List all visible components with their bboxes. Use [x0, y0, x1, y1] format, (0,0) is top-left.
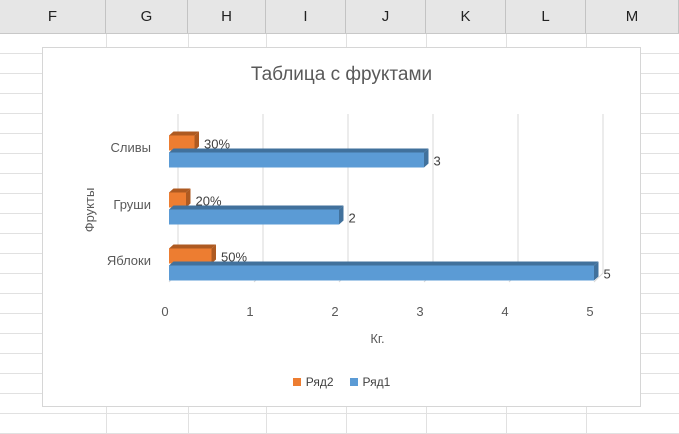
data-label[interactable]: 3	[434, 154, 441, 169]
data-label[interactable]: 20%	[196, 194, 222, 209]
column-header-K[interactable]: K	[426, 0, 506, 33]
data-label[interactable]: 2	[349, 211, 356, 226]
column-header-F[interactable]: F	[0, 0, 106, 33]
bar-series1[interactable]	[169, 148, 429, 168]
bar-series1-top	[169, 205, 344, 210]
y-axis-title[interactable]: Фрукты	[82, 188, 97, 233]
bar-series2-front	[169, 248, 212, 264]
x-tick-label: 2	[331, 304, 338, 319]
bar-series2-top	[169, 188, 191, 193]
bar-series2-side	[211, 244, 216, 264]
bar-series1-front	[169, 152, 424, 168]
bar-series2-side	[186, 188, 191, 208]
chart-title[interactable]: Таблица с фруктами	[250, 64, 433, 85]
bar-series1-front	[169, 209, 339, 225]
legend-label: Ряд2	[305, 375, 334, 389]
y-tick-label: Груши	[113, 197, 151, 212]
y-tick-label: Сливы	[111, 140, 152, 155]
bar-series1-side	[594, 261, 599, 281]
y-tick-label: Яблоки	[107, 253, 151, 268]
bar-series2[interactable]	[169, 131, 199, 151]
bar-series1-side	[424, 148, 429, 168]
bar-series1[interactable]	[169, 205, 344, 225]
x-tick-label: 5	[586, 304, 593, 319]
x-tick-label: 0	[161, 304, 168, 319]
bar-series2-front	[169, 192, 186, 208]
bar-series1-top	[169, 148, 429, 153]
legend-label: Ряд1	[362, 375, 391, 389]
plot-area[interactable]: 0 1 2 3 4 5 Кг. Фрукты Яблоки 50% 5 Груши 20% 2 Сливы 3…	[43, 48, 640, 406]
bar-series1[interactable]	[169, 261, 599, 281]
data-label[interactable]: 5	[604, 267, 611, 282]
legend-swatch	[349, 377, 358, 386]
chart-area[interactable]: Таблица с фруктами 0 1 2 3 4 5 Кг. Фрукты Яблоки…	[42, 47, 641, 407]
chart-legend[interactable]: Ряд2 Ряд1	[43, 375, 640, 389]
bar-series1-front	[169, 265, 594, 281]
legend-swatch	[292, 377, 301, 386]
column-header-M[interactable]: M	[586, 0, 679, 33]
bar-series2[interactable]	[169, 188, 191, 208]
bar-series2-side	[194, 131, 199, 151]
bar-series2-top	[169, 244, 216, 249]
column-header-H[interactable]: H	[188, 0, 266, 33]
bar-series1-top	[169, 261, 599, 266]
x-tick-label: 4	[501, 304, 508, 319]
bar-series2[interactable]	[169, 244, 216, 264]
x-tick-label: 3	[416, 304, 423, 319]
legend-item-series1[interactable]: Ряд1	[349, 375, 391, 389]
column-header-G[interactable]: G	[106, 0, 188, 33]
data-label[interactable]: 30%	[204, 137, 230, 152]
column-header-J[interactable]: J	[346, 0, 426, 33]
bar-series2-front	[169, 135, 195, 151]
bar-series2-top	[169, 131, 199, 136]
bar-series1-side	[339, 205, 344, 225]
x-gridline-floor	[593, 272, 604, 283]
data-label[interactable]: 50%	[221, 250, 247, 265]
x-axis-title[interactable]: Кг.	[370, 331, 384, 346]
column-header-L[interactable]: L	[506, 0, 586, 33]
x-tick-label: 1	[246, 304, 253, 319]
column-header-I[interactable]: I	[266, 0, 346, 33]
legend-item-series2[interactable]: Ряд2	[292, 375, 334, 389]
